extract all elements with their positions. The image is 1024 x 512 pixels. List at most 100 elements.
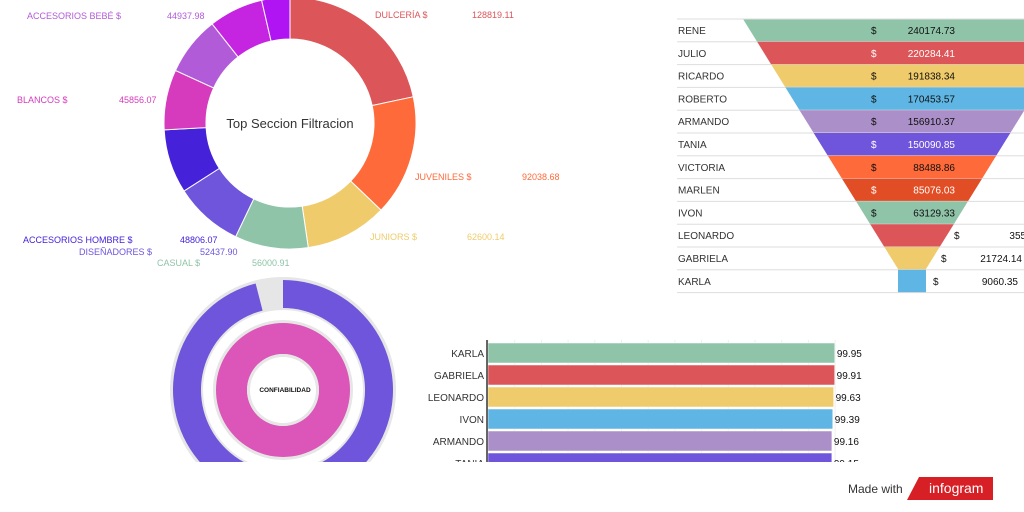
funnel-row-value: 88488.86: [913, 163, 955, 174]
funnel-row: VICTORIA $88488.86: [677, 155, 1024, 180]
funnel-row-currency: $: [871, 140, 877, 151]
funnel-row-currency: $: [871, 208, 877, 219]
funnel-row: MARLEN $85076.03: [677, 178, 1024, 202]
funnel-row-currency: $: [933, 277, 939, 288]
bar-value-label: 99.39: [835, 415, 860, 426]
donut-label-value: 62600.14: [467, 232, 505, 242]
funnel-row-value: 220284.41: [908, 49, 956, 60]
funnel-row-label: RENE: [678, 26, 706, 37]
funnel-segment: [757, 41, 1024, 65]
funnel-segment: [841, 178, 983, 202]
bar-value-label: 99.91: [837, 371, 862, 382]
bar-row: LEONARDO 99.63: [428, 386, 861, 408]
donut-label-value: 56000.91: [252, 258, 290, 268]
funnel-row: RENE $240174.73: [677, 19, 1024, 43]
funnel-segment: [785, 87, 1024, 111]
donut-label: ACCESORIOS HOMBRE $ 48806.07: [23, 235, 218, 245]
funnel-row-label: IVON: [678, 208, 702, 219]
donut-label-name: BLANCOS $: [17, 95, 68, 105]
donut-label-value: 92038.68: [522, 172, 560, 182]
funnel-row-label: VICTORIA: [678, 163, 725, 174]
bar-row: IVON 99.39: [460, 408, 860, 430]
bar-category-label: ARMANDO: [433, 437, 484, 448]
bar: [487, 342, 836, 364]
funnel-row-currency: $: [871, 72, 877, 83]
donut-label: DISEÑADORES $ 52437.90: [79, 247, 238, 257]
funnel-row: KARLA $9060.35: [677, 269, 1024, 294]
funnel-row-currency: $: [871, 186, 877, 197]
funnel-row-label: ROBERTO: [678, 94, 727, 105]
donut-slice: [261, 0, 291, 42]
donut-label-value: 44937.98: [167, 11, 205, 21]
bar: [487, 364, 835, 386]
made-with-text: Made with: [848, 482, 903, 496]
charts-canvas: DULCERÍA $ 128819.11 JUVENILES $92038.68 JU…: [17, 0, 1024, 462]
funnel-row-value: 156910.37: [908, 117, 956, 128]
donut-label: JUVENILES $ 92038.68: [415, 172, 560, 182]
funnel-segment: [856, 201, 968, 225]
dashboard: DULCERÍA $ 128819.11 JUVENILES $92038.68 JU…: [17, 0, 1024, 462]
bar-row: ARMANDO 99.16: [433, 430, 859, 452]
bar-value-label: 99.63: [836, 393, 861, 404]
funnel-row-value: 63129.33: [913, 208, 955, 219]
funnel-row-currency: $: [871, 117, 877, 128]
funnel-segment: [813, 133, 1011, 156]
gauge-outer-arc: [173, 280, 393, 462]
funnel-segment: [771, 64, 1024, 88]
donut-label-name: DULCERÍA $: [375, 10, 428, 20]
donut-label: ACCESORIOS BEBÉ $ 44937.98: [27, 11, 205, 21]
donut-label: DULCERÍA $ 128819.11: [375, 10, 514, 20]
donut-label-name: ACCESORIOS HOMBRE $: [23, 235, 133, 245]
funnel-row-value: 240174.73: [908, 26, 956, 37]
donut-label-name: CASUAL $: [157, 258, 200, 268]
funnel-row-label: RICARDO: [678, 72, 724, 83]
funnel-row: GABRIELA $21724.14: [677, 247, 1024, 271]
bar-category-label: GABRIELA: [434, 371, 484, 382]
funnel-row-value: 191838.34: [908, 72, 956, 83]
funnel-row: TANIA $150090.85: [677, 133, 1024, 157]
bar-category-label: LEONARDO: [428, 393, 484, 404]
funnel-row-label: TANIA: [678, 140, 707, 151]
bar-value-label: 99.95: [837, 349, 862, 360]
funnel-row: LEONARDO $35540.: [677, 224, 1024, 248]
donut-label: CASUAL $ 56000.91: [157, 258, 290, 268]
bar-value-label: 99.15: [834, 459, 859, 462]
funnel-row-currency: $: [871, 163, 877, 174]
funnel-row-currency: $: [941, 254, 947, 265]
donut-label-name: JUNIORS $: [370, 232, 417, 242]
bar-row: KARLA 99.95: [451, 342, 862, 364]
funnel-row: JULIO $220284.41: [677, 41, 1024, 66]
bar-category-label: TANIA: [455, 459, 484, 462]
bar: [487, 386, 834, 408]
funnel-segment: [799, 110, 1024, 133]
funnel-row: ROBERTO $170453.57: [677, 87, 1024, 111]
donut-label-value: 48806.07: [180, 235, 218, 245]
donut-title: Top Seccion Filtracion: [226, 116, 353, 131]
gauge-inner-arc: [215, 323, 350, 457]
funnel-segment: [870, 224, 954, 247]
funnel-row: RICARDO $191838.34: [677, 64, 1024, 88]
donut-label-value: 52437.90: [200, 247, 238, 257]
donut-label-value: 128819.11: [472, 10, 514, 20]
funnel-row-currency: $: [871, 26, 877, 37]
funnel-row-label: JULIO: [678, 49, 707, 60]
funnel-row-value: 9060.35: [982, 277, 1019, 288]
funnel-row-value: 35540.: [1009, 231, 1024, 242]
donut-label: JUNIORS $ 62600.14: [370, 232, 505, 242]
funnel-segment: [827, 155, 997, 179]
bar-row: TANIA 99.15: [455, 452, 859, 462]
gauge-label: CONFIABILIDAD: [259, 387, 311, 394]
funnel-row: IVON $63129.33: [677, 201, 1024, 225]
infogram-logo-text[interactable]: infogram: [929, 480, 984, 496]
bar-row: GABRIELA 99.91: [434, 364, 862, 386]
infogram-logo-badge[interactable]: [907, 477, 993, 500]
donut-label-name: DISEÑADORES $: [79, 247, 152, 257]
funnel-segment: [743, 19, 1024, 42]
donut-label-name: ACCESORIOS BEBÉ $: [27, 11, 121, 21]
bar-category-label: KARLA: [451, 349, 484, 360]
bar: [487, 452, 833, 462]
funnel-segment: [898, 269, 926, 293]
funnel-row-label: MARLEN: [678, 186, 720, 197]
funnel-segment: [884, 247, 940, 270]
funnel-row-value: 150090.85: [908, 140, 956, 151]
